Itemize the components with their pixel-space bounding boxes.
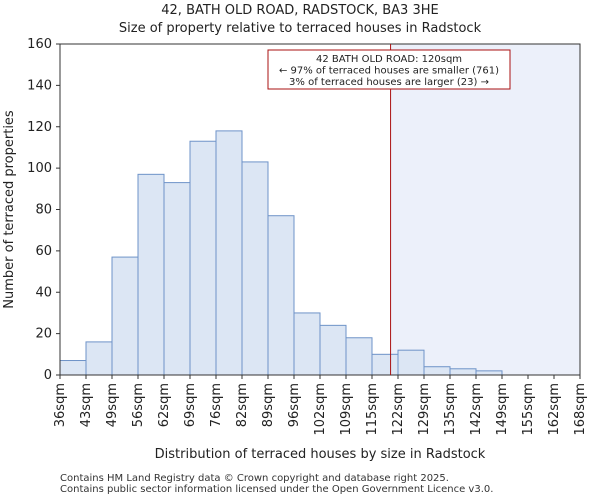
- bar-115sqm: [371, 353, 399, 376]
- bar-49sqm: [111, 256, 139, 376]
- y-tick-label: 140: [27, 78, 52, 93]
- x-tick-label: 36sqm: [53, 383, 68, 427]
- x-tick-label: 149sqm: [495, 383, 510, 436]
- y-tick-label: 100: [27, 161, 52, 176]
- x-tick-label: 102sqm: [313, 383, 328, 436]
- y-tick-label: 60: [35, 244, 52, 259]
- x-tick-label: 69sqm: [183, 383, 198, 427]
- x-tick-label: 96sqm: [287, 383, 302, 427]
- y-tick-label: 40: [35, 285, 52, 300]
- y-axis-label: Number of terraced properties: [2, 110, 17, 309]
- x-tick-label: 142sqm: [469, 383, 484, 436]
- bar-82sqm: [241, 161, 269, 376]
- x-tick-label: 168sqm: [573, 383, 588, 436]
- bar-142sqm: [475, 370, 503, 376]
- x-tick-label: 162sqm: [547, 383, 562, 436]
- bar-102sqm: [319, 324, 347, 376]
- y-tick-label: 80: [35, 203, 52, 218]
- x-tick-label: 109sqm: [339, 383, 354, 436]
- x-tick-label: 49sqm: [105, 383, 120, 427]
- x-tick-label: 76sqm: [209, 383, 224, 427]
- bar-43sqm: [85, 341, 113, 376]
- bar-56sqm: [137, 173, 165, 376]
- chart-subtitle: Size of property relative to terraced ho…: [118, 21, 482, 36]
- x-tick-label: 129sqm: [417, 383, 432, 436]
- x-tick-label: 115sqm: [365, 383, 380, 436]
- x-tick-label: 62sqm: [157, 383, 172, 427]
- bar-96sqm: [293, 312, 321, 376]
- footer-licence: Contains public sector information licen…: [60, 484, 494, 495]
- x-tick-label: 122sqm: [391, 383, 406, 436]
- bar-109sqm: [345, 337, 373, 376]
- bar-69sqm: [189, 140, 217, 376]
- y-tick-label: 160: [27, 37, 52, 52]
- chart-title: 42, BATH OLD ROAD, RADSTOCK, BA3 3HE: [161, 3, 439, 18]
- annotation-box: [267, 49, 511, 90]
- annotation-line-2: ← 97% of terraced houses are smaller (76…: [279, 66, 499, 77]
- y-tick-label: 20: [35, 327, 52, 342]
- highlight-region: [390, 44, 580, 375]
- bar-62sqm: [163, 182, 191, 376]
- x-tick-label: 155sqm: [521, 383, 536, 436]
- x-tick-label: 89sqm: [261, 383, 276, 427]
- y-tick-label: 120: [27, 120, 52, 135]
- bar-89sqm: [267, 215, 295, 376]
- x-tick-label: 43sqm: [79, 383, 94, 427]
- bar-76sqm: [215, 130, 243, 376]
- y-tick-label: 0: [44, 368, 52, 383]
- bar-122sqm: [397, 349, 425, 376]
- x-tick-label: 135sqm: [443, 383, 458, 436]
- bar-129sqm: [423, 366, 451, 376]
- x-tick-label: 82sqm: [235, 383, 250, 427]
- footer-copyright: Contains HM Land Registry data © Crown c…: [60, 473, 449, 484]
- annotation-line-3: 3% of terraced houses are larger (23) →: [289, 77, 489, 88]
- bar-36sqm: [59, 360, 87, 376]
- x-tick-label: 56sqm: [131, 383, 146, 427]
- bar-135sqm: [449, 368, 477, 376]
- x-axis-label: Distribution of terraced houses by size …: [155, 447, 486, 462]
- annotation-line-1: 42 BATH OLD ROAD: 120sqm: [316, 54, 462, 65]
- histogram-chart: 42 BATH OLD ROAD: 120sqm← 97% of terrace…: [2, 37, 588, 462]
